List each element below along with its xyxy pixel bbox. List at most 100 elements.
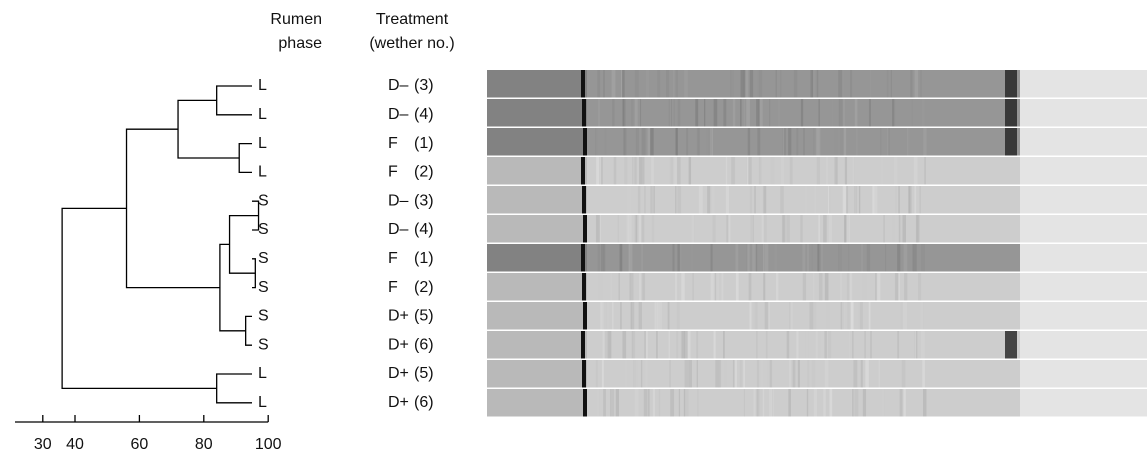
gel-band <box>805 331 809 359</box>
gel-band <box>620 302 622 330</box>
gel-band <box>681 273 685 301</box>
x-tick-label: 40 <box>66 436 84 453</box>
gel-band <box>639 157 643 185</box>
gel-lane-end <box>1020 273 1147 301</box>
treatment-header: (wether no.) <box>369 35 454 52</box>
gel-band <box>809 302 814 330</box>
dendrogram-link <box>177 99 240 159</box>
gel-band <box>582 360 586 388</box>
gel-band <box>779 70 782 98</box>
gel-lane-end <box>1020 215 1147 243</box>
gel-band <box>908 186 911 214</box>
gel-image <box>487 70 1147 418</box>
gel-band <box>597 70 601 98</box>
gel-band <box>755 244 758 272</box>
gel-band <box>634 157 637 185</box>
gel-band <box>910 70 913 98</box>
gel-band <box>632 157 634 185</box>
gel-band <box>635 215 638 243</box>
gel-band <box>603 389 606 417</box>
gel-band <box>796 128 798 156</box>
gel-band <box>635 128 640 156</box>
gel-band <box>767 302 770 330</box>
dendrogram-link <box>216 85 252 116</box>
gel-band <box>824 273 829 301</box>
gel-band <box>627 215 632 243</box>
gel-band <box>746 99 750 127</box>
gel-band <box>740 360 743 388</box>
gel-band <box>816 70 819 98</box>
gel-band <box>862 273 867 301</box>
gel-band <box>601 244 605 272</box>
gel-band <box>757 128 761 156</box>
gel-band <box>899 389 903 417</box>
gel-band <box>601 360 604 388</box>
gel-band <box>597 244 601 272</box>
gel-band <box>819 244 824 272</box>
phase-header: Rumen <box>270 11 322 28</box>
gel-band <box>618 273 620 301</box>
gel-band <box>842 99 846 127</box>
gel-band <box>920 302 924 330</box>
gel-band <box>847 302 850 330</box>
gel-band <box>644 331 646 359</box>
gel-band <box>862 389 867 417</box>
gel-band <box>647 389 650 417</box>
gel-band <box>912 244 917 272</box>
gel-band <box>841 302 845 330</box>
gel-band <box>815 331 818 359</box>
gel-band <box>838 244 842 272</box>
gel-band <box>676 331 679 359</box>
gel-band <box>697 128 699 156</box>
gel-band <box>610 389 615 417</box>
gel-band <box>852 331 854 359</box>
gel-band <box>843 186 847 214</box>
gel-band <box>658 389 661 417</box>
gel-band <box>903 302 908 330</box>
gel-band <box>762 389 765 417</box>
gel-band <box>826 157 828 185</box>
gel-band <box>763 186 767 214</box>
gel-band <box>668 331 670 359</box>
leaf-treatment: D+ <box>388 308 409 325</box>
gel-band <box>754 186 756 214</box>
gel-band <box>696 360 698 388</box>
gel-band <box>764 302 769 330</box>
gel-band <box>828 215 833 243</box>
gel-lane-end <box>1020 331 1147 359</box>
gel-band <box>922 360 925 388</box>
gel-lane-end <box>1020 302 1147 330</box>
gel-band <box>634 99 638 127</box>
gel-band <box>866 244 871 272</box>
gel-band <box>651 215 655 243</box>
gel-band <box>583 215 587 243</box>
gel-band <box>602 70 606 98</box>
gel-band <box>752 244 756 272</box>
gel-band <box>800 99 804 127</box>
gel-band <box>645 331 648 359</box>
gel-band <box>844 157 848 185</box>
gel-band <box>750 215 755 243</box>
gel-band <box>704 99 706 127</box>
gel-lane-start <box>487 331 587 359</box>
gel-band <box>850 273 852 301</box>
gel-band <box>596 128 598 156</box>
gel-band <box>811 244 814 272</box>
gel-band <box>880 128 882 156</box>
gel-band <box>624 128 627 156</box>
gel-band <box>911 99 913 127</box>
gel-band <box>807 244 809 272</box>
gel-band <box>800 215 803 243</box>
gel-band <box>902 302 904 330</box>
gel-band <box>612 99 615 127</box>
gel-band <box>789 157 793 185</box>
gel-band <box>602 331 605 359</box>
gel-band <box>858 186 861 214</box>
leaf-phase: S <box>258 308 269 325</box>
gel-band <box>581 70 585 98</box>
gel-band <box>640 360 643 388</box>
gel-band <box>818 99 820 127</box>
gel-band <box>844 215 847 243</box>
gel-band <box>639 273 641 301</box>
gel-band <box>732 360 735 388</box>
